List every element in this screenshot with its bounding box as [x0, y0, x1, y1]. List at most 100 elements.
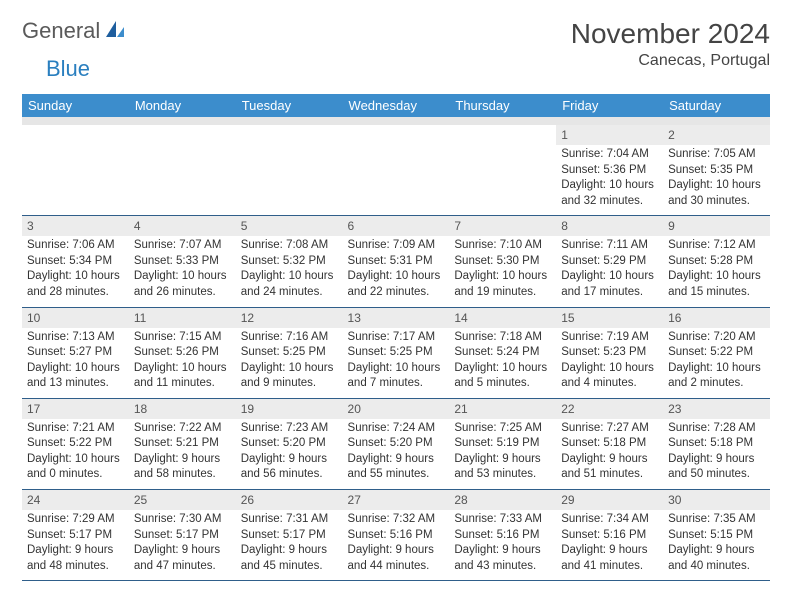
- calendar-day-cell: 29Sunrise: 7:34 AMSunset: 5:16 PMDayligh…: [556, 490, 663, 581]
- day-number: 8: [556, 216, 663, 236]
- day-number: 19: [236, 399, 343, 419]
- day-number: 25: [129, 490, 236, 510]
- day-number: 9: [663, 216, 770, 236]
- sunset-line: Sunset: 5:32 PM: [241, 254, 338, 270]
- daylight-line: Daylight: 10 hours and 4 minutes.: [561, 361, 658, 392]
- day-body: Sunrise: 7:31 AMSunset: 5:17 PMDaylight:…: [236, 510, 343, 580]
- sunrise-line: Sunrise: 7:31 AM: [241, 512, 338, 528]
- sunset-line: Sunset: 5:28 PM: [668, 254, 765, 270]
- dayhead-fri: Friday: [556, 94, 663, 117]
- calendar-day-cell: 17Sunrise: 7:21 AMSunset: 5:22 PMDayligh…: [22, 398, 129, 489]
- sunset-line: Sunset: 5:15 PM: [668, 528, 765, 544]
- calendar-day-cell: 23Sunrise: 7:28 AMSunset: 5:18 PMDayligh…: [663, 398, 770, 489]
- day-body: Sunrise: 7:32 AMSunset: 5:16 PMDaylight:…: [343, 510, 450, 580]
- calendar-day-cell: [22, 125, 129, 216]
- sunrise-line: Sunrise: 7:29 AM: [27, 512, 124, 528]
- calendar-day-cell: 27Sunrise: 7:32 AMSunset: 5:16 PMDayligh…: [343, 490, 450, 581]
- day-number: 12: [236, 308, 343, 328]
- sunrise-line: Sunrise: 7:15 AM: [134, 330, 231, 346]
- sunset-line: Sunset: 5:20 PM: [241, 436, 338, 452]
- calendar-table: Sunday Monday Tuesday Wednesday Thursday…: [22, 94, 770, 581]
- day-body: Sunrise: 7:10 AMSunset: 5:30 PMDaylight:…: [449, 236, 556, 306]
- day-number: 10: [22, 308, 129, 328]
- daylight-line: Daylight: 10 hours and 26 minutes.: [134, 269, 231, 300]
- sunset-line: Sunset: 5:20 PM: [348, 436, 445, 452]
- sunset-line: Sunset: 5:17 PM: [134, 528, 231, 544]
- calendar-day-cell: 20Sunrise: 7:24 AMSunset: 5:20 PMDayligh…: [343, 398, 450, 489]
- calendar-day-cell: 5Sunrise: 7:08 AMSunset: 5:32 PMDaylight…: [236, 216, 343, 307]
- sunrise-line: Sunrise: 7:21 AM: [27, 421, 124, 437]
- sunset-line: Sunset: 5:36 PM: [561, 163, 658, 179]
- calendar-day-cell: 1Sunrise: 7:04 AMSunset: 5:36 PMDaylight…: [556, 125, 663, 216]
- day-number: 20: [343, 399, 450, 419]
- daylight-line: Daylight: 9 hours and 51 minutes.: [561, 452, 658, 483]
- day-body: Sunrise: 7:30 AMSunset: 5:17 PMDaylight:…: [129, 510, 236, 580]
- dayhead-sat: Saturday: [663, 94, 770, 117]
- sunset-line: Sunset: 5:26 PM: [134, 345, 231, 361]
- day-body: Sunrise: 7:21 AMSunset: 5:22 PMDaylight:…: [22, 419, 129, 489]
- calendar-week: 10Sunrise: 7:13 AMSunset: 5:27 PMDayligh…: [22, 307, 770, 398]
- day-number: 16: [663, 308, 770, 328]
- day-number: 29: [556, 490, 663, 510]
- sunset-line: Sunset: 5:30 PM: [454, 254, 551, 270]
- sunrise-line: Sunrise: 7:23 AM: [241, 421, 338, 437]
- sunset-line: Sunset: 5:18 PM: [668, 436, 765, 452]
- sunset-line: Sunset: 5:23 PM: [561, 345, 658, 361]
- calendar-day-cell: 9Sunrise: 7:12 AMSunset: 5:28 PMDaylight…: [663, 216, 770, 307]
- sunset-line: Sunset: 5:17 PM: [27, 528, 124, 544]
- sail-icon: [104, 19, 126, 44]
- dayhead-wed: Wednesday: [343, 94, 450, 117]
- sunrise-line: Sunrise: 7:33 AM: [454, 512, 551, 528]
- calendar-day-cell: [129, 125, 236, 216]
- sunrise-line: Sunrise: 7:34 AM: [561, 512, 658, 528]
- day-body: Sunrise: 7:07 AMSunset: 5:33 PMDaylight:…: [129, 236, 236, 306]
- dayhead-thu: Thursday: [449, 94, 556, 117]
- calendar-day-cell: [343, 125, 450, 216]
- sunrise-line: Sunrise: 7:27 AM: [561, 421, 658, 437]
- day-body: Sunrise: 7:04 AMSunset: 5:36 PMDaylight:…: [556, 145, 663, 215]
- sunrise-line: Sunrise: 7:04 AM: [561, 147, 658, 163]
- calendar-day-cell: 28Sunrise: 7:33 AMSunset: 5:16 PMDayligh…: [449, 490, 556, 581]
- daylight-line: Daylight: 10 hours and 7 minutes.: [348, 361, 445, 392]
- calendar-day-cell: [449, 125, 556, 216]
- sunrise-line: Sunrise: 7:11 AM: [561, 238, 658, 254]
- calendar-week: 24Sunrise: 7:29 AMSunset: 5:17 PMDayligh…: [22, 490, 770, 581]
- sunset-line: Sunset: 5:22 PM: [668, 345, 765, 361]
- calendar-body: 1Sunrise: 7:04 AMSunset: 5:36 PMDaylight…: [22, 125, 770, 581]
- daylight-line: Daylight: 10 hours and 17 minutes.: [561, 269, 658, 300]
- calendar-day-cell: 13Sunrise: 7:17 AMSunset: 5:25 PMDayligh…: [343, 307, 450, 398]
- day-number: 13: [343, 308, 450, 328]
- sunrise-line: Sunrise: 7:18 AM: [454, 330, 551, 346]
- day-number: 26: [236, 490, 343, 510]
- day-body: Sunrise: 7:24 AMSunset: 5:20 PMDaylight:…: [343, 419, 450, 489]
- day-number: 22: [556, 399, 663, 419]
- calendar-day-cell: 22Sunrise: 7:27 AMSunset: 5:18 PMDayligh…: [556, 398, 663, 489]
- day-number: 23: [663, 399, 770, 419]
- day-body: Sunrise: 7:18 AMSunset: 5:24 PMDaylight:…: [449, 328, 556, 398]
- day-number: 21: [449, 399, 556, 419]
- sunset-line: Sunset: 5:16 PM: [561, 528, 658, 544]
- day-body: Sunrise: 7:08 AMSunset: 5:32 PMDaylight:…: [236, 236, 343, 306]
- daylight-line: Daylight: 9 hours and 47 minutes.: [134, 543, 231, 574]
- daylight-line: Daylight: 9 hours and 53 minutes.: [454, 452, 551, 483]
- day-number: 7: [449, 216, 556, 236]
- calendar-day-cell: 4Sunrise: 7:07 AMSunset: 5:33 PMDaylight…: [129, 216, 236, 307]
- day-number: 5: [236, 216, 343, 236]
- daylight-line: Daylight: 10 hours and 13 minutes.: [27, 361, 124, 392]
- daylight-line: Daylight: 9 hours and 40 minutes.: [668, 543, 765, 574]
- sunset-line: Sunset: 5:29 PM: [561, 254, 658, 270]
- day-number: 17: [22, 399, 129, 419]
- daylight-line: Daylight: 9 hours and 56 minutes.: [241, 452, 338, 483]
- sunrise-line: Sunrise: 7:25 AM: [454, 421, 551, 437]
- sunset-line: Sunset: 5:33 PM: [134, 254, 231, 270]
- day-number: 1: [556, 125, 663, 145]
- day-number: 18: [129, 399, 236, 419]
- sunrise-line: Sunrise: 7:08 AM: [241, 238, 338, 254]
- sunset-line: Sunset: 5:27 PM: [27, 345, 124, 361]
- calendar-day-cell: 10Sunrise: 7:13 AMSunset: 5:27 PMDayligh…: [22, 307, 129, 398]
- day-body: Sunrise: 7:15 AMSunset: 5:26 PMDaylight:…: [129, 328, 236, 398]
- daylight-line: Daylight: 10 hours and 22 minutes.: [348, 269, 445, 300]
- calendar-day-cell: 24Sunrise: 7:29 AMSunset: 5:17 PMDayligh…: [22, 490, 129, 581]
- sunset-line: Sunset: 5:34 PM: [27, 254, 124, 270]
- calendar-week: 17Sunrise: 7:21 AMSunset: 5:22 PMDayligh…: [22, 398, 770, 489]
